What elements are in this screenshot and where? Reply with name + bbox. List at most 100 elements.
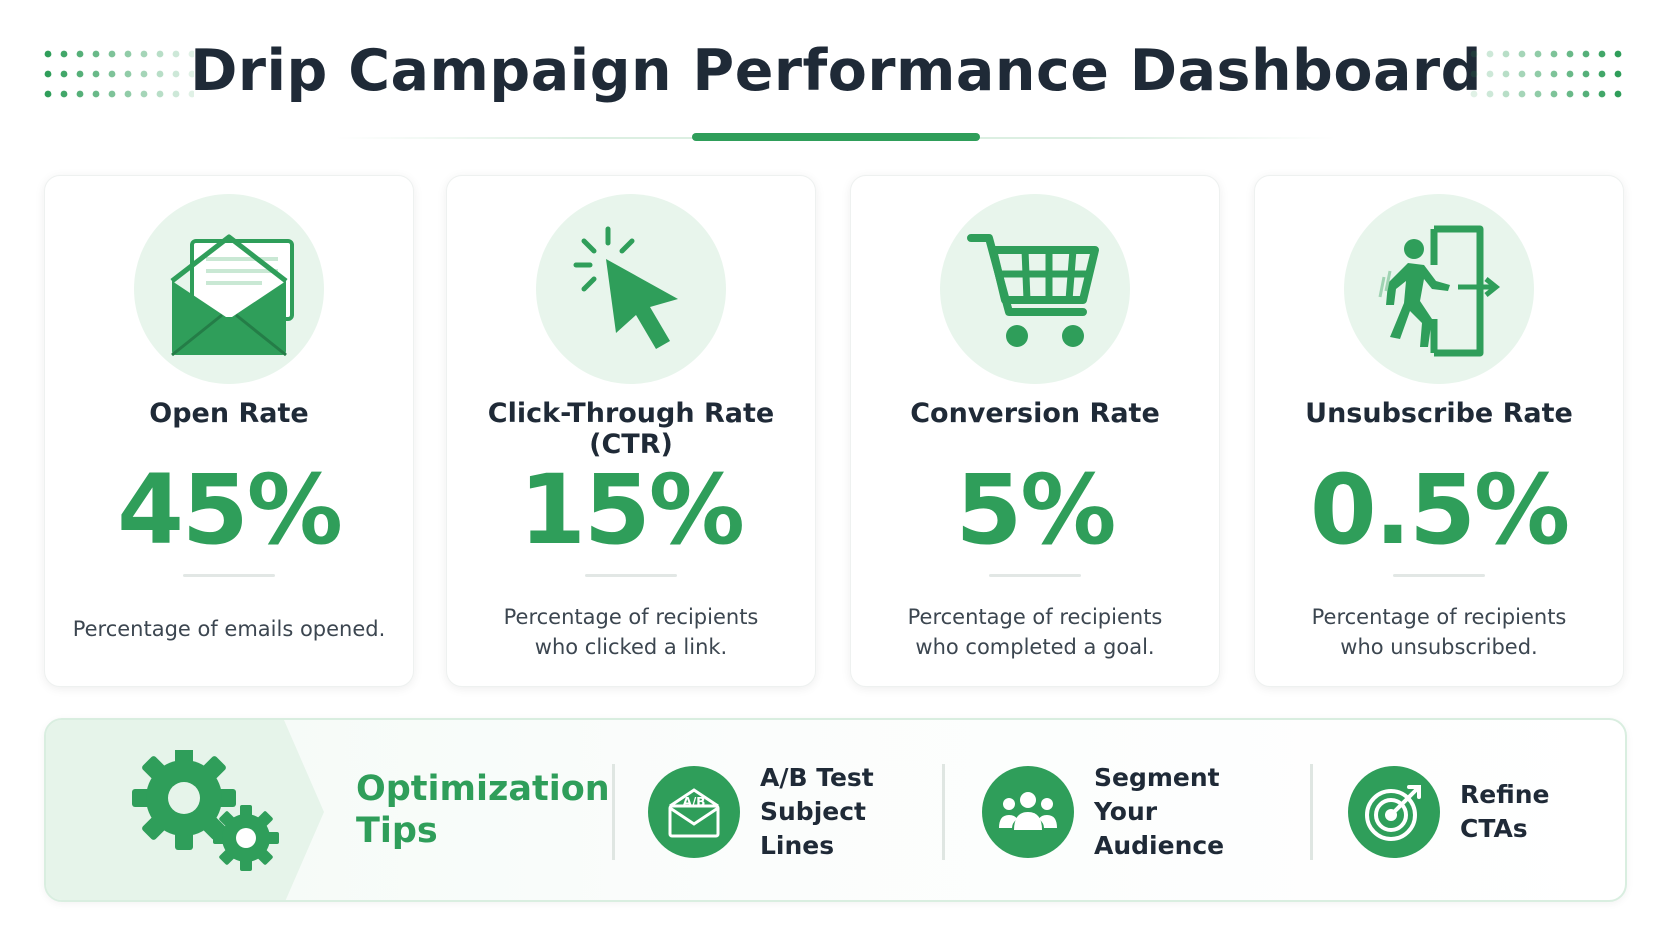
decorative-dot [156, 90, 164, 98]
decorative-dot [1550, 50, 1558, 58]
decorative-dot [1598, 90, 1606, 98]
metric-title: Click-Through Rate (CTR) [487, 398, 775, 460]
target-icon [1365, 785, 1421, 841]
decorative-dot [188, 50, 194, 58]
metric-title: Unsubscribe Rate [1305, 398, 1573, 429]
decorative-dot [1470, 50, 1478, 58]
metric-value: 45% [117, 454, 343, 566]
tip-ab-test: A/B A/B Test Subject Lines [648, 761, 930, 863]
decorative-dot [1518, 50, 1526, 58]
dot-pattern-left [44, 50, 194, 98]
metric-divider [183, 574, 275, 577]
icon-circle [134, 194, 324, 384]
decorative-dot [1470, 90, 1478, 98]
title-underline [692, 133, 980, 141]
decorative-dot [1614, 90, 1622, 98]
decorative-dot [60, 90, 68, 98]
decorative-dot [1566, 70, 1574, 78]
metric-value: 15% [519, 454, 745, 566]
metric-description: Percentage of recipients who unsubscribe… [1275, 602, 1603, 662]
decorative-dot [124, 90, 132, 98]
description-line: Percentage of recipients [503, 605, 759, 629]
metric-card-ctr: Click-Through Rate (CTR) 15% Percentage … [446, 175, 816, 687]
tip-refine-ctas: Refine CTAs [1348, 764, 1625, 860]
decorative-dot [1534, 90, 1542, 98]
decorative-dot [92, 70, 100, 78]
decorative-dot [92, 50, 100, 58]
metric-card-unsubscribe-rate: Unsubscribe Rate 0.5% Percentage of reci… [1254, 175, 1624, 687]
decorative-dot [108, 50, 116, 58]
tip-label-line: Segment Your [1094, 763, 1220, 826]
decorative-dot [1534, 50, 1542, 58]
metric-description: Percentage of emails opened. [72, 617, 386, 641]
decorative-dot [1486, 90, 1494, 98]
decorative-dot [1550, 70, 1558, 78]
decorative-dot [1550, 90, 1558, 98]
optimization-title-line: Optimization [356, 769, 610, 809]
audience-group-icon [999, 792, 1057, 830]
decorative-dot [108, 70, 116, 78]
decorative-dot [140, 90, 148, 98]
decorative-dot [60, 70, 68, 78]
decorative-dot [156, 50, 164, 58]
decorative-dot [76, 50, 84, 58]
metric-title: Conversion Rate [910, 398, 1160, 429]
description-line: who clicked a link. [534, 635, 728, 659]
decorative-dot [188, 70, 194, 78]
tip-label: Segment Your Audience [1094, 761, 1264, 863]
metric-divider [1393, 574, 1485, 577]
description-line: who completed a goal. [915, 635, 1155, 659]
decorative-dot [44, 90, 52, 98]
metric-value: 0.5% [1309, 454, 1570, 566]
tip-label-line: Subject Lines [760, 797, 866, 860]
decorative-dot [1502, 50, 1510, 58]
decorative-dot [1598, 70, 1606, 78]
decorative-dot [1486, 50, 1494, 58]
metric-description: Percentage of recipients who completed a… [871, 602, 1199, 662]
tip-label: A/B Test Subject Lines [760, 761, 930, 863]
tip-label-line: CTAs [1460, 814, 1528, 843]
cursor-click-icon [573, 226, 678, 349]
icon-circle [940, 194, 1130, 384]
decorative-dot [92, 90, 100, 98]
exit-door-icon [1378, 225, 1501, 357]
decorative-dot [124, 50, 132, 58]
decorative-dot [172, 70, 180, 78]
decorative-dot [1614, 70, 1622, 78]
decorative-dot [108, 90, 116, 98]
decorative-dot [172, 50, 180, 58]
tip-separator [1310, 764, 1313, 860]
metric-divider [585, 574, 677, 577]
page-title: Drip Campaign Performance Dashboard [190, 38, 1482, 104]
metric-value: 5% [955, 454, 1117, 566]
ab-test-envelope-icon: A/B [668, 788, 720, 838]
header: Drip Campaign Performance Dashboard [0, 0, 1672, 150]
tip-icon-circle [982, 766, 1074, 858]
description-line: Percentage of recipients [907, 605, 1163, 629]
decorative-dot [44, 50, 52, 58]
decorative-dot [1566, 90, 1574, 98]
decorative-dot [1518, 90, 1526, 98]
decorative-dot [44, 70, 52, 78]
optimization-tips-panel: Optimization Tips A/B A/B Test Subject L… [44, 718, 1627, 902]
icon-circle [536, 194, 726, 384]
tip-separator [942, 764, 945, 860]
tip-segment-audience: Segment Your Audience [982, 761, 1264, 863]
metric-divider [989, 574, 1081, 577]
optimization-title-line: Tips [356, 811, 438, 851]
icon-circle [1344, 194, 1534, 384]
tip-label: Refine CTAs [1460, 778, 1625, 846]
decorative-dot [1598, 50, 1606, 58]
decorative-dot [1534, 70, 1542, 78]
decorative-dot [1566, 50, 1574, 58]
tip-icon-circle: A/B [648, 766, 740, 858]
decorative-dot [1486, 70, 1494, 78]
tip-label-line: Refine [1460, 780, 1550, 809]
decorative-dot [188, 90, 194, 98]
decorative-dot [1582, 90, 1590, 98]
decorative-dot [1582, 50, 1590, 58]
decorative-dot [1502, 70, 1510, 78]
ab-icon-text: A/B [683, 795, 706, 809]
description-line: who unsubscribed. [1340, 635, 1538, 659]
decorative-dot [76, 70, 84, 78]
